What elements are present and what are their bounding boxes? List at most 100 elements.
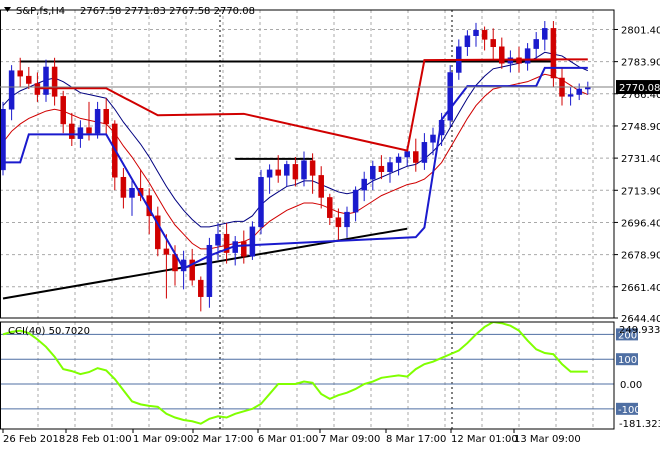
cci-axis-bottom-value: -181.3234 [619, 419, 660, 430]
y-tick-label-3: 2748.90 [621, 122, 660, 133]
x-tick-label-7: 12 Mar 01:00 [451, 434, 518, 445]
candle-39 [335, 208, 342, 242]
candle-38 [327, 193, 333, 226]
candle-41 [352, 186, 359, 222]
x-tick-label-0: 26 Feb 2018 [3, 434, 65, 445]
candle-body-63 [542, 28, 548, 40]
candle-body-54 [464, 35, 471, 48]
candle-42 [361, 171, 367, 202]
candle-body-28 [241, 241, 247, 257]
candle-0 [0, 101, 6, 176]
candle-2 [17, 57, 23, 88]
candle-5 [43, 59, 49, 102]
cci-level-box-0 [616, 328, 638, 341]
candle-body-30 [258, 176, 264, 228]
cci-label: CCI(40) 50.7020 [8, 326, 90, 337]
candle-body-0 [0, 108, 6, 171]
y-tick-label-7: 2678.90 [621, 251, 660, 262]
candle-body-18 [155, 215, 161, 250]
candle-49 [421, 133, 428, 170]
candle-body-8 [69, 123, 75, 139]
y-tick-label-2: 2766.40 [621, 90, 660, 101]
candle-body-5 [43, 66, 49, 95]
candle-45 [387, 157, 393, 183]
y-tick-label-0: 2801.40 [621, 25, 660, 36]
candle-body-37 [318, 175, 324, 198]
candle-body-58 [499, 46, 505, 64]
candle-11 [94, 101, 101, 139]
cci-axis-top-value: 249.9335 [619, 325, 660, 336]
candle-40 [344, 206, 350, 238]
candle-body-6 [51, 66, 58, 97]
candle-body-61 [524, 48, 531, 64]
candle-28 [241, 230, 247, 264]
y-tick-label-8: 2661.40 [621, 283, 660, 294]
x-tick-label-6: 8 Mar 17:00 [386, 434, 446, 445]
candle-body-34 [292, 164, 299, 180]
x-tick-label-8: 13 Mar 09:00 [514, 434, 581, 445]
candle-body-41 [352, 189, 359, 213]
x-tick-label-3: 2 Mar 17:00 [193, 434, 253, 445]
candle-body-3 [26, 75, 32, 84]
candle-33 [284, 160, 290, 187]
candle-12 [103, 98, 109, 135]
candle-23 [198, 276, 204, 312]
lower-envelope-line [2, 73, 588, 250]
candle-54 [464, 30, 471, 56]
candle-body-66 [567, 94, 574, 97]
candle-7 [60, 90, 66, 134]
candle-18 [155, 206, 161, 257]
candle-body-40 [344, 211, 350, 228]
candle-body-42 [361, 178, 367, 191]
cci-grid [0, 322, 614, 429]
candle-body-39 [335, 217, 342, 228]
candle-55 [473, 22, 479, 47]
axes: 2801.40 2783.90 2766.40 2748.90 2731.40 2713.… [0, 9, 660, 445]
header-ohlc: 2767.58 2771.83 2767.58 2770.08 [80, 6, 255, 17]
candle-body-52 [447, 72, 453, 121]
upper-step-line [37, 58, 588, 152]
candle-58 [499, 37, 505, 69]
current-price-tag: 2770.08 [616, 80, 660, 95]
candle-body-2 [17, 70, 23, 77]
candle-body-14 [120, 176, 127, 198]
candle-body-43 [370, 165, 376, 180]
candle-body-31 [266, 169, 273, 178]
candle-body-11 [94, 108, 101, 134]
candle-29 [249, 221, 256, 260]
candle-15 [129, 179, 135, 216]
candle-body-46 [395, 156, 402, 163]
candle-24 [206, 237, 213, 308]
y-tick-label-1: 2783.90 [621, 58, 660, 69]
candle-body-36 [309, 160, 316, 176]
candle-19 [163, 234, 170, 299]
candle-61 [524, 43, 531, 71]
candle-body-48 [413, 151, 419, 163]
candle-46 [395, 153, 402, 176]
candle-48 [413, 138, 419, 172]
candle-body-15 [129, 188, 135, 198]
candle-14 [120, 168, 127, 209]
candle-34 [292, 157, 299, 187]
candle-36 [309, 153, 316, 194]
y-tick-label-4: 2731.40 [621, 154, 660, 165]
candle-32 [275, 155, 281, 183]
candle-body-1 [8, 70, 15, 110]
candle-body-9 [77, 127, 84, 139]
candle-body-57 [490, 39, 496, 48]
candle-26 [223, 223, 230, 264]
candle-30 [258, 169, 264, 235]
candle-body-62 [533, 39, 539, 49]
candle-body-12 [103, 108, 109, 125]
candle-body-19 [163, 248, 170, 255]
cci-line [2, 322, 588, 425]
x-tick-label-5: 7 Mar 09:00 [320, 434, 380, 445]
main-pane-frame [0, 9, 615, 319]
current-price-label: 2770.08 [619, 83, 660, 94]
chart-dropdown[interactable] [4, 7, 11, 12]
candle-6 [51, 57, 58, 106]
candle-body-49 [421, 142, 428, 163]
candle-series [0, 21, 591, 312]
dropdown-arrow-icon[interactable] [4, 7, 11, 12]
